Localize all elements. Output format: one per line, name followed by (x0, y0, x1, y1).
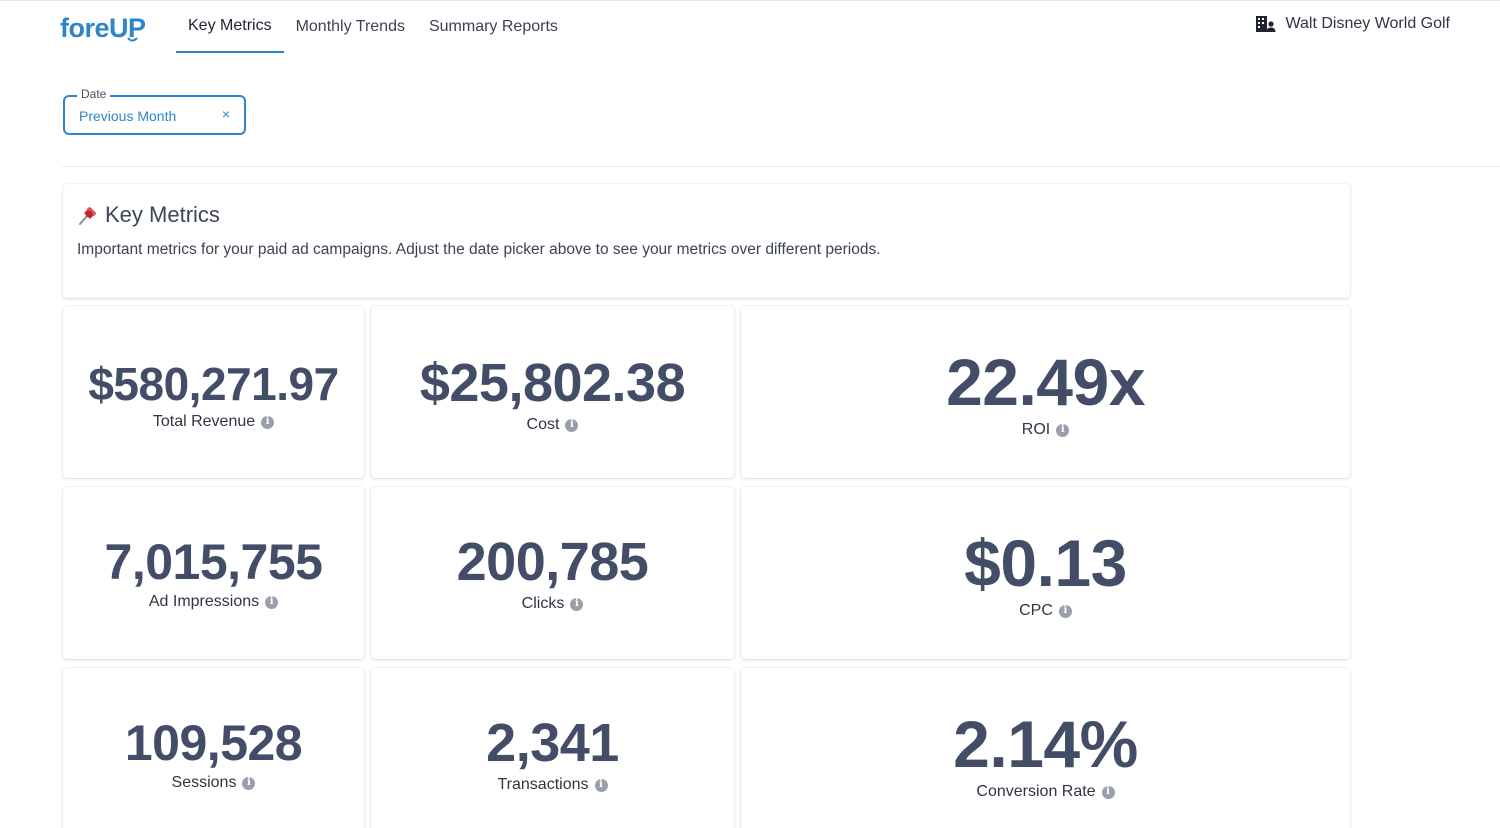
tab-key-metrics[interactable]: Key Metrics (176, 1, 284, 53)
tab-label: Monthly Trends (295, 18, 405, 35)
info-icon[interactable]: i (1058, 604, 1072, 618)
metric-label-row: Ad Impressions i (148, 593, 279, 611)
account-selector[interactable]: Walt Disney World Golf (1255, 15, 1450, 33)
tab-label: Summary Reports (428, 18, 558, 35)
section-title: Key Metrics (105, 202, 220, 227)
building-user-icon (1255, 16, 1276, 32)
tab-monthly-trends[interactable]: Monthly Trends (284, 1, 417, 53)
metric-card-clicks: 200,785 Clicks i (371, 487, 734, 659)
clear-date-icon[interactable]: × (221, 106, 230, 122)
info-icon[interactable]: i (242, 776, 256, 790)
metric-label-row: Cost i (527, 416, 579, 434)
metric-content: $0.13 CPC i (741, 530, 1350, 620)
metric-card-cost: $25,802.38 Cost i (371, 306, 734, 478)
info-icon[interactable]: i (594, 778, 608, 792)
pushpin-icon (79, 206, 97, 225)
foreup-logo[interactable]: foreUP (60, 9, 156, 43)
metric-content: 2.14% Conversion Rate i (741, 711, 1350, 801)
tab-label: Key Metrics (188, 17, 272, 34)
metric-content: $580,271.97 Total Revenue i (63, 361, 364, 431)
metric-value: $25,802.38 (419, 353, 686, 413)
info-icon[interactable]: i (265, 595, 279, 609)
metric-card-cpc: $0.13 CPC i (741, 487, 1350, 659)
metric-label-row: Transactions i (498, 776, 608, 794)
metric-label: Ad Impressions (148, 593, 260, 610)
info-icon[interactable]: i (570, 597, 584, 611)
metric-label-row: Total Revenue i (152, 413, 275, 431)
top-navigation-bar: foreUP Key Metrics Monthly Trends Summar… (0, 0, 1500, 56)
metric-value: 22.49x (946, 345, 1145, 419)
section-description: Important metrics for your paid ad campa… (77, 241, 881, 258)
section-heading: Key Metrics (77, 202, 220, 228)
main-tabs: Key Metrics Monthly Trends Summary Repor… (176, 1, 570, 53)
metric-label: Cost (526, 416, 560, 433)
metric-card-sessions: 109,528 Sessions i (63, 668, 364, 828)
info-icon[interactable]: i (1056, 423, 1070, 437)
metric-card-total-revenue: $580,271.97 Total Revenue i (63, 306, 364, 478)
metric-label-row: CPC i (1019, 602, 1072, 620)
metric-value: 7,015,755 (104, 534, 323, 590)
metric-label-row: Conversion Rate i (976, 783, 1115, 801)
metric-content: 200,785 Clicks i (371, 535, 734, 613)
metric-value: 109,528 (124, 715, 303, 771)
metric-label: Clicks (521, 595, 565, 612)
date-filter-field[interactable]: Date Previous Month × (63, 87, 246, 135)
metric-content: 22.49x ROI i (741, 349, 1350, 439)
metric-label: Sessions (171, 774, 237, 791)
section-divider (62, 166, 1500, 167)
metric-content: 7,015,755 Ad Impressions i (63, 537, 364, 611)
metric-label: Conversion Rate (976, 783, 1096, 800)
metric-label-row: Sessions i (172, 774, 256, 792)
info-icon[interactable]: i (261, 415, 275, 429)
metric-label-row: ROI i (1021, 421, 1070, 439)
metric-label: CPC (1019, 602, 1053, 619)
foreup-logo-icon: foreUP (60, 13, 147, 43)
date-filter-value: Previous Month (79, 108, 177, 124)
metric-card-transactions: 2,341 Transactions i (371, 668, 734, 828)
metric-label-row: Clicks i (522, 595, 584, 613)
metric-card-conversion-rate: 2.14% Conversion Rate i (741, 668, 1350, 828)
metric-value: $580,271.97 (88, 358, 339, 410)
metric-value: $0.13 (964, 526, 1127, 600)
metric-label: ROI (1021, 421, 1051, 438)
metric-label: Total Revenue (152, 413, 256, 430)
svg-text:foreUP: foreUP (60, 13, 146, 43)
metric-content: 109,528 Sessions i (63, 718, 364, 792)
info-icon[interactable]: i (1101, 785, 1115, 799)
metric-card-roi: 22.49x ROI i (741, 306, 1350, 478)
metric-content: 2,341 Transactions i (371, 716, 734, 794)
metric-value: 200,785 (456, 532, 649, 592)
date-filter-label: Date (77, 87, 111, 101)
account-name: Walt Disney World Golf (1285, 15, 1450, 32)
metric-content: $25,802.38 Cost i (371, 356, 734, 434)
metric-card-ad-impressions: 7,015,755 Ad Impressions i (63, 487, 364, 659)
info-icon[interactable]: i (565, 418, 579, 432)
tab-summary-reports[interactable]: Summary Reports (417, 1, 570, 53)
metric-value: 2.14% (953, 707, 1138, 781)
metric-label: Transactions (497, 776, 589, 793)
key-metrics-intro-card: Key Metrics Important metrics for your p… (63, 184, 1350, 298)
metric-value: 2,341 (486, 713, 619, 773)
